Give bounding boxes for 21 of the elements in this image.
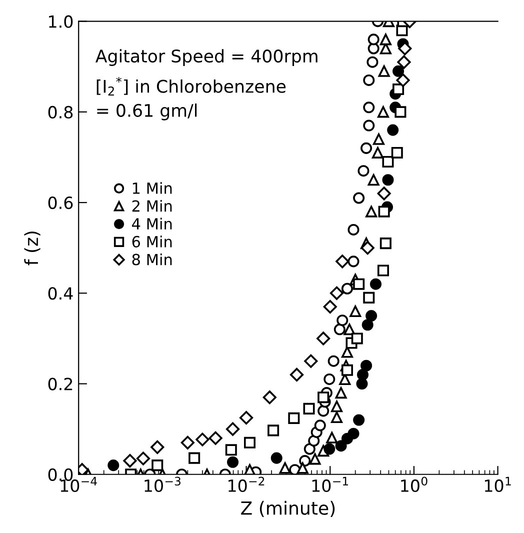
y-tick-label: 1.0 <box>49 15 73 28</box>
x-tick-label: 10$^{1}$ <box>484 476 511 492</box>
annotation: = 0.61 gm/l <box>97 104 197 120</box>
y-axis-title: f (z) <box>24 232 40 266</box>
legend-label: 1 Min <box>132 182 172 194</box>
x-tick-label: 10$^{−3}$ <box>144 476 180 492</box>
legend-label: 6 Min <box>132 236 172 248</box>
x-tick-label: 10$^{−2}$ <box>228 476 264 492</box>
annotation: Agitator Speed = 400rpm <box>96 49 318 66</box>
legend-label: 2 Min <box>132 200 172 212</box>
x-tick-label: 10$^{−1}$ <box>312 476 348 492</box>
annotation: [I$_{2}$$^{*}$] in Chlorobenzene <box>96 76 286 96</box>
y-tick-label: 0.4 <box>48 287 73 300</box>
y-tick-label: 0.2 <box>48 378 72 390</box>
y-tick-label: 0.0 <box>48 468 73 481</box>
legend-label: 8 Min <box>132 253 172 266</box>
legend-label: 4 Min <box>132 218 172 230</box>
x-axis-title: Z (minute) <box>241 500 335 518</box>
y-tick-label: 0.8 <box>48 106 73 118</box>
y-tick-label: 0.6 <box>48 196 73 210</box>
x-tick-label: 10$^{0}$ <box>401 476 428 492</box>
